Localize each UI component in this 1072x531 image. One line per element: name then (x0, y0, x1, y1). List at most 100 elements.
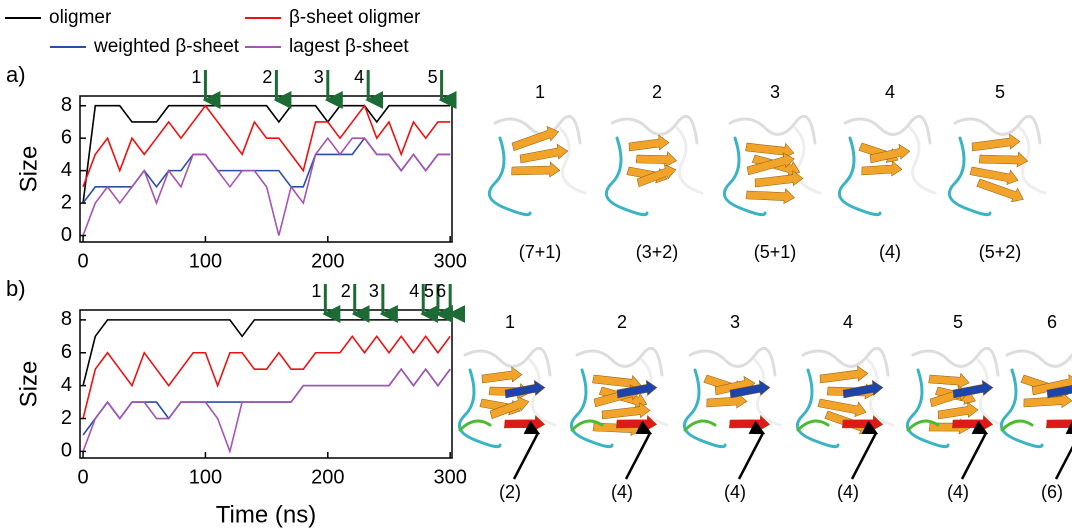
x-axis-label: Time (ns) (216, 501, 316, 528)
structure-ribbon (978, 151, 1029, 168)
structure-ribbon (1031, 374, 1072, 396)
structure-caption: (4) (947, 482, 969, 502)
structure-caption: (4) (724, 482, 746, 502)
structure-ribbon (616, 379, 658, 399)
structure-ribbon (1046, 379, 1072, 399)
structure-coil (722, 136, 767, 217)
annotation-label: 5 (424, 281, 434, 301)
structure-ribbon (489, 396, 530, 420)
structure-ribbon (729, 379, 771, 399)
x-tick-label: 300 (433, 250, 466, 272)
pointer-arrow (512, 420, 541, 480)
structure-caption: (5+2) (979, 242, 1022, 262)
structure-coil (610, 114, 699, 145)
structure-caption: (4) (879, 242, 901, 262)
data-line (82, 367, 451, 455)
structure-ribbon (819, 365, 869, 384)
y-tick-label: 2 (61, 191, 72, 213)
structure-ribbon (519, 143, 569, 164)
y-tick-label: 8 (61, 308, 72, 330)
structure-coil (728, 114, 817, 145)
y-tick-label: 4 (61, 159, 72, 181)
data-line (82, 136, 451, 204)
structure-ribbon (928, 372, 970, 389)
x-tick-label: 0 (77, 466, 88, 488)
structure-ribbon (937, 401, 979, 420)
y-tick-label: 0 (61, 224, 72, 246)
y-tick-label: 2 (61, 407, 72, 429)
structure-coil (953, 114, 1042, 145)
structure-coil (640, 358, 669, 427)
x-tick-label: 200 (311, 250, 344, 272)
structure-coil (558, 126, 587, 195)
structure-coil (908, 126, 937, 195)
structure-coil (801, 346, 890, 377)
annotation-label: 2 (341, 281, 351, 301)
structure-ribbon (969, 166, 1019, 185)
structure-number: 1 (535, 82, 545, 102)
structure-coil (796, 419, 830, 432)
structure-ribbon (817, 398, 867, 417)
x-tick-label: 100 (189, 250, 222, 272)
structure-number: 3 (730, 312, 740, 332)
panel-label: b) (6, 276, 26, 301)
pointer-arrow (1054, 420, 1072, 480)
structure-caption: (7+1) (519, 242, 562, 262)
structure-ribbon (635, 151, 677, 168)
structure-caption: (3+2) (636, 242, 679, 262)
annotation-label: 3 (314, 67, 324, 87)
data-line (82, 334, 451, 419)
y-tick-label: 8 (61, 94, 72, 116)
structure-coil (1005, 349, 1072, 368)
structure-ribbon (511, 161, 561, 178)
data-line (82, 136, 451, 236)
structure-number: 1 (505, 312, 515, 332)
structure-number: 5 (953, 312, 963, 332)
structure-coil (906, 419, 940, 432)
structure-ribbon (869, 143, 911, 164)
plot-frame (79, 95, 453, 243)
panel-label: a) (6, 62, 26, 87)
structure-caption: (2) (499, 482, 521, 502)
structure-coil (688, 346, 777, 377)
structure-ribbon (952, 379, 994, 399)
legend-label: weighted β-sheet (93, 36, 240, 57)
structure-coil (753, 358, 782, 427)
structure-caption: (4) (611, 482, 633, 502)
x-tick-label: 200 (311, 466, 344, 488)
annotation-label: 2 (262, 67, 272, 87)
x-tick-label: 0 (77, 250, 88, 272)
structure-coil (528, 358, 557, 427)
structure-coil (837, 136, 882, 217)
structure-ribbon (842, 379, 884, 399)
data-line (82, 319, 451, 386)
structure-ribbon (628, 134, 670, 152)
structure-ribbon (1046, 415, 1072, 432)
structure-coil (976, 358, 1005, 427)
structure-coil (843, 114, 932, 145)
structure-number: 2 (652, 82, 662, 102)
annotation-label: 3 (369, 281, 379, 301)
pointer-arrow (737, 420, 766, 480)
structure-ribbon (976, 178, 1024, 203)
x-tick-label: 100 (189, 466, 222, 488)
structure-coil (793, 126, 822, 195)
annotation-label: 1 (191, 67, 201, 87)
structure-ribbon (636, 164, 677, 188)
x-tick-label: 300 (433, 466, 466, 488)
annotation-label: 5 (428, 67, 438, 87)
structure-caption: (6) (1041, 482, 1063, 502)
legend-label: oligmer (49, 7, 112, 28)
y-tick-label: 6 (61, 341, 72, 363)
structure-coil (463, 346, 552, 377)
y-axis-label: Size (15, 361, 42, 408)
structure-coil (947, 136, 992, 217)
structure-coil (675, 126, 704, 195)
structure-number: 5 (995, 82, 1005, 102)
structure-coil (604, 136, 649, 217)
structure-coil (683, 419, 717, 432)
structure-number: 4 (885, 82, 895, 102)
pointer-arrow (850, 420, 879, 480)
structure-number: 3 (770, 82, 780, 102)
